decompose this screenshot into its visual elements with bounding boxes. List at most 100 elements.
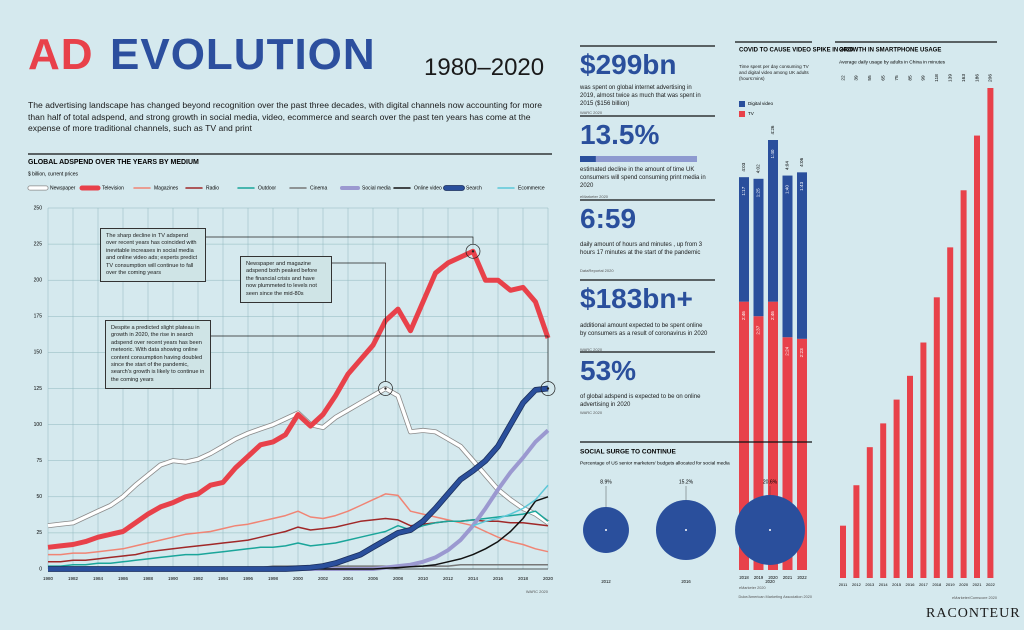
annotation-dot [384, 387, 387, 390]
x-tick-label: 2012 [443, 576, 454, 581]
y-tick-label: 150 [34, 350, 43, 356]
x-tick-label: 2020 [768, 575, 778, 580]
annotation-ring [540, 381, 556, 396]
x-tick-label: 2019 [946, 582, 956, 587]
source: eMarketer/Comscore 2020 [952, 596, 997, 600]
chart-subtitle: Average daily usage by adults in China i… [839, 59, 946, 65]
legend-label: Radio [206, 185, 219, 191]
legend-swatch [739, 101, 745, 107]
bar [853, 485, 860, 578]
x-tick-label: 2017 [919, 582, 929, 587]
progress-track [580, 156, 697, 162]
bar [960, 190, 967, 578]
bar-segment [739, 301, 749, 570]
bar [893, 399, 900, 578]
annotation-ring [465, 243, 481, 259]
chart-title: GROWTH IN SMARTPHONE USAGE [839, 48, 941, 54]
chart-title: COVID TO CAUSE VIDEO SPIKE IN 2020 [739, 48, 854, 54]
value-label: 1:40 [770, 149, 775, 158]
x-tick-label: 2006 [368, 576, 379, 581]
x-tick-label: 2000 [293, 576, 304, 581]
intro: The advertising landscape has changed be… [28, 100, 543, 133]
x-tick-label: 2018 [932, 582, 942, 587]
x-tick-label: 2014 [468, 576, 479, 581]
stat-text: estimated decline in the amount of time … [580, 167, 706, 189]
bar [974, 135, 980, 578]
annotation: Newspaper and magazine adspend both peak… [240, 256, 332, 304]
value-label: 22 [840, 75, 846, 81]
y-tick-label: 25 [36, 530, 42, 536]
annotation-dot [471, 250, 475, 253]
value-label: 55 [867, 75, 873, 81]
x-tick-label: 2004 [343, 576, 354, 581]
bar-segment [782, 175, 793, 338]
bar [987, 88, 994, 578]
title-evolution: EVOLUTION [110, 30, 376, 79]
value-label: 15.2% [679, 479, 694, 485]
legend-label: Search [466, 185, 482, 191]
legend-label: Online video [414, 185, 442, 191]
x-tick-label: 1990 [168, 576, 179, 581]
x-tick-label: 2018 [739, 575, 749, 580]
bar-segment [768, 301, 778, 570]
value-label: 75 [894, 75, 900, 81]
title-ad: AD [28, 30, 94, 79]
value-label: 20.6% [763, 479, 778, 485]
stat-text: of global adspend is expected to be on o… [580, 394, 701, 408]
bar-segment [739, 177, 749, 302]
value-label: 1:17 [741, 186, 746, 195]
legend-label: TV [748, 111, 755, 116]
x-tick-label: 2016 [681, 579, 691, 584]
stat-source: DataReportal 2020 [580, 268, 614, 273]
subtitle-box: Time spent per day consuming TV and digi… [739, 64, 809, 81]
bar-segment [797, 172, 807, 339]
stat-text: daily amount of hours and minutes , up f… [580, 242, 703, 256]
stat-figure: $299bn [580, 49, 677, 80]
title-years: 1980–2020 [424, 54, 545, 81]
source: Duke/American Marketing Association 2020 [739, 595, 812, 599]
value-label: 1:25 [756, 188, 761, 197]
x-tick-label: 1982 [68, 576, 79, 581]
value-label: 2:24 [785, 346, 790, 355]
x-tick-label: 1992 [193, 576, 204, 581]
x-tick-label: 1996 [243, 576, 254, 581]
x-tick-label: 2022 [986, 582, 996, 587]
y-tick-label: 125 [34, 386, 43, 392]
value-label: 65 [880, 75, 886, 81]
y-tick-label: 175 [34, 314, 43, 320]
x-tick-label: 2020 [543, 576, 554, 581]
value-label: 139 [947, 74, 953, 82]
legend-label: Social media [362, 185, 391, 191]
x-tick-label: 1994 [218, 576, 229, 581]
x-tick-label: 2022 [797, 575, 807, 580]
series-line [48, 386, 549, 572]
brand: RACONTEUR [926, 606, 1021, 621]
value-label: 1:40 [785, 185, 790, 194]
stat-figure: 6:59 [580, 203, 637, 234]
bar-segment [797, 338, 807, 570]
x-tick-label: 2020 [959, 582, 969, 587]
y-tick-label: 100 [34, 422, 43, 428]
legend-label: Outdoor [258, 185, 276, 191]
bar [947, 247, 954, 578]
series-line [48, 493, 549, 556]
value-label: 186 [974, 74, 980, 82]
bar-segment [768, 140, 778, 302]
value-label: 2:23 [799, 348, 804, 357]
series-line [472, 484, 549, 527]
x-tick-label: 2008 [393, 576, 404, 581]
source: eMarketer 2020 [739, 586, 766, 590]
series-line [48, 510, 549, 567]
x-tick-label: 1980 [43, 576, 54, 581]
value-label: 118 [934, 74, 940, 82]
y-tick-label: 75 [36, 458, 42, 464]
value-label: 206 [988, 74, 994, 82]
x-tick-label: 2012 [601, 579, 611, 584]
total-label: 4:02 [756, 164, 761, 173]
annotation: The sharp decline in TV adspend over rec… [100, 228, 206, 283]
bar [907, 375, 913, 578]
bubble-centre [605, 529, 607, 531]
legend-label: Television [102, 185, 124, 191]
stat-source: WARC 2020 [580, 347, 603, 352]
x-tick-label: 2012 [852, 582, 862, 587]
